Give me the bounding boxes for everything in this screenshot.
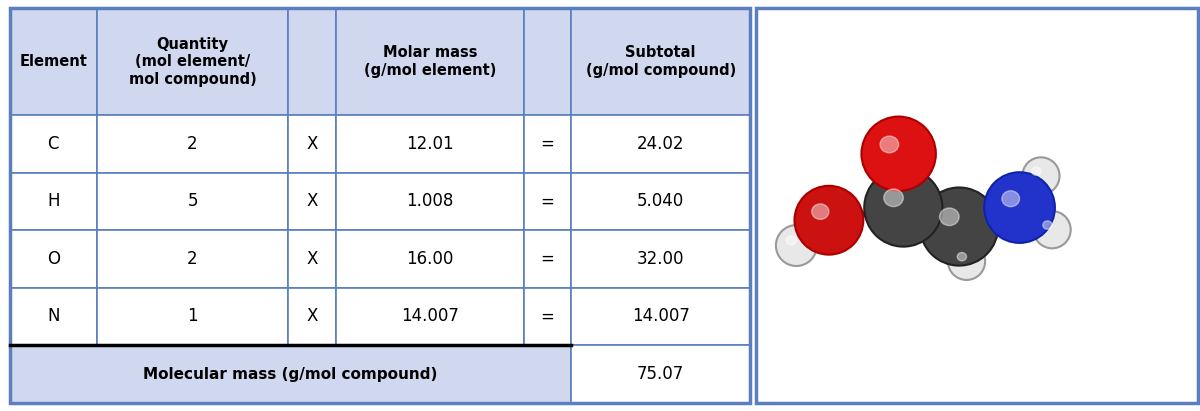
Text: X: X	[307, 192, 318, 210]
Text: 1: 1	[187, 307, 198, 326]
Bar	[523, 288, 571, 345]
Bar	[10, 8, 750, 403]
Text: 75.07: 75.07	[637, 365, 684, 383]
Bar	[288, 8, 336, 115]
Bar	[10, 345, 571, 403]
Bar	[288, 173, 336, 230]
Text: 12.01: 12.01	[406, 135, 454, 153]
Text: =: =	[540, 192, 554, 210]
Text: 2: 2	[187, 135, 198, 153]
Text: 16.00: 16.00	[406, 250, 454, 268]
Text: =: =	[540, 250, 554, 268]
Bar	[10, 115, 97, 173]
Ellipse shape	[794, 186, 863, 255]
Bar	[571, 230, 750, 288]
Text: 14.007: 14.007	[631, 307, 690, 326]
Text: H: H	[47, 192, 60, 210]
Text: N: N	[47, 307, 60, 326]
Bar	[10, 288, 97, 345]
Bar	[336, 230, 523, 288]
Ellipse shape	[1043, 221, 1052, 229]
Text: 5: 5	[187, 192, 198, 210]
Bar	[288, 230, 336, 288]
Text: Subtotal
(g/mol compound): Subtotal (g/mol compound)	[586, 46, 736, 78]
Ellipse shape	[984, 172, 1055, 243]
Bar	[571, 345, 750, 403]
Ellipse shape	[1022, 157, 1060, 194]
Ellipse shape	[786, 236, 797, 245]
Text: C: C	[48, 135, 59, 153]
Bar	[571, 8, 750, 115]
Bar	[336, 115, 523, 173]
Bar	[10, 230, 97, 288]
Text: X: X	[307, 307, 318, 326]
Text: Element: Element	[19, 54, 88, 69]
Ellipse shape	[958, 252, 966, 261]
Ellipse shape	[862, 117, 936, 191]
Bar	[288, 288, 336, 345]
Bar	[756, 8, 1198, 403]
Bar	[97, 115, 288, 173]
Bar	[97, 288, 288, 345]
Bar	[10, 8, 97, 115]
Text: 1.008: 1.008	[406, 192, 454, 210]
Ellipse shape	[1002, 191, 1020, 207]
Text: 14.007: 14.007	[401, 307, 458, 326]
Text: O: O	[47, 250, 60, 268]
Bar	[571, 115, 750, 173]
Bar	[97, 8, 288, 115]
Text: 5.040: 5.040	[637, 192, 684, 210]
Bar	[10, 173, 97, 230]
Text: 2: 2	[187, 250, 198, 268]
Text: =: =	[540, 307, 554, 326]
Ellipse shape	[883, 189, 904, 207]
Ellipse shape	[920, 187, 998, 266]
Ellipse shape	[811, 204, 829, 219]
Bar	[523, 173, 571, 230]
Ellipse shape	[940, 208, 959, 226]
Bar	[523, 8, 571, 115]
Bar	[336, 288, 523, 345]
Text: Molecular mass (g/mol compound): Molecular mass (g/mol compound)	[143, 367, 438, 381]
Text: =: =	[540, 135, 554, 153]
Text: X: X	[307, 250, 318, 268]
Text: X: X	[307, 135, 318, 153]
Bar	[336, 173, 523, 230]
Ellipse shape	[864, 169, 942, 247]
Text: 32.00: 32.00	[637, 250, 684, 268]
Bar	[523, 230, 571, 288]
Ellipse shape	[1033, 211, 1070, 248]
Bar	[571, 173, 750, 230]
Ellipse shape	[880, 136, 899, 153]
Text: Molar mass
(g/mol element): Molar mass (g/mol element)	[364, 46, 496, 78]
Ellipse shape	[776, 225, 817, 266]
Bar	[336, 8, 523, 115]
Bar	[97, 173, 288, 230]
Ellipse shape	[948, 243, 985, 280]
Bar	[97, 230, 288, 288]
Bar	[571, 288, 750, 345]
Text: Quantity
(mol element/
mol compound): Quantity (mol element/ mol compound)	[128, 37, 257, 87]
Text: 24.02: 24.02	[637, 135, 684, 153]
Bar	[288, 115, 336, 173]
Ellipse shape	[1032, 167, 1040, 175]
Bar	[523, 115, 571, 173]
